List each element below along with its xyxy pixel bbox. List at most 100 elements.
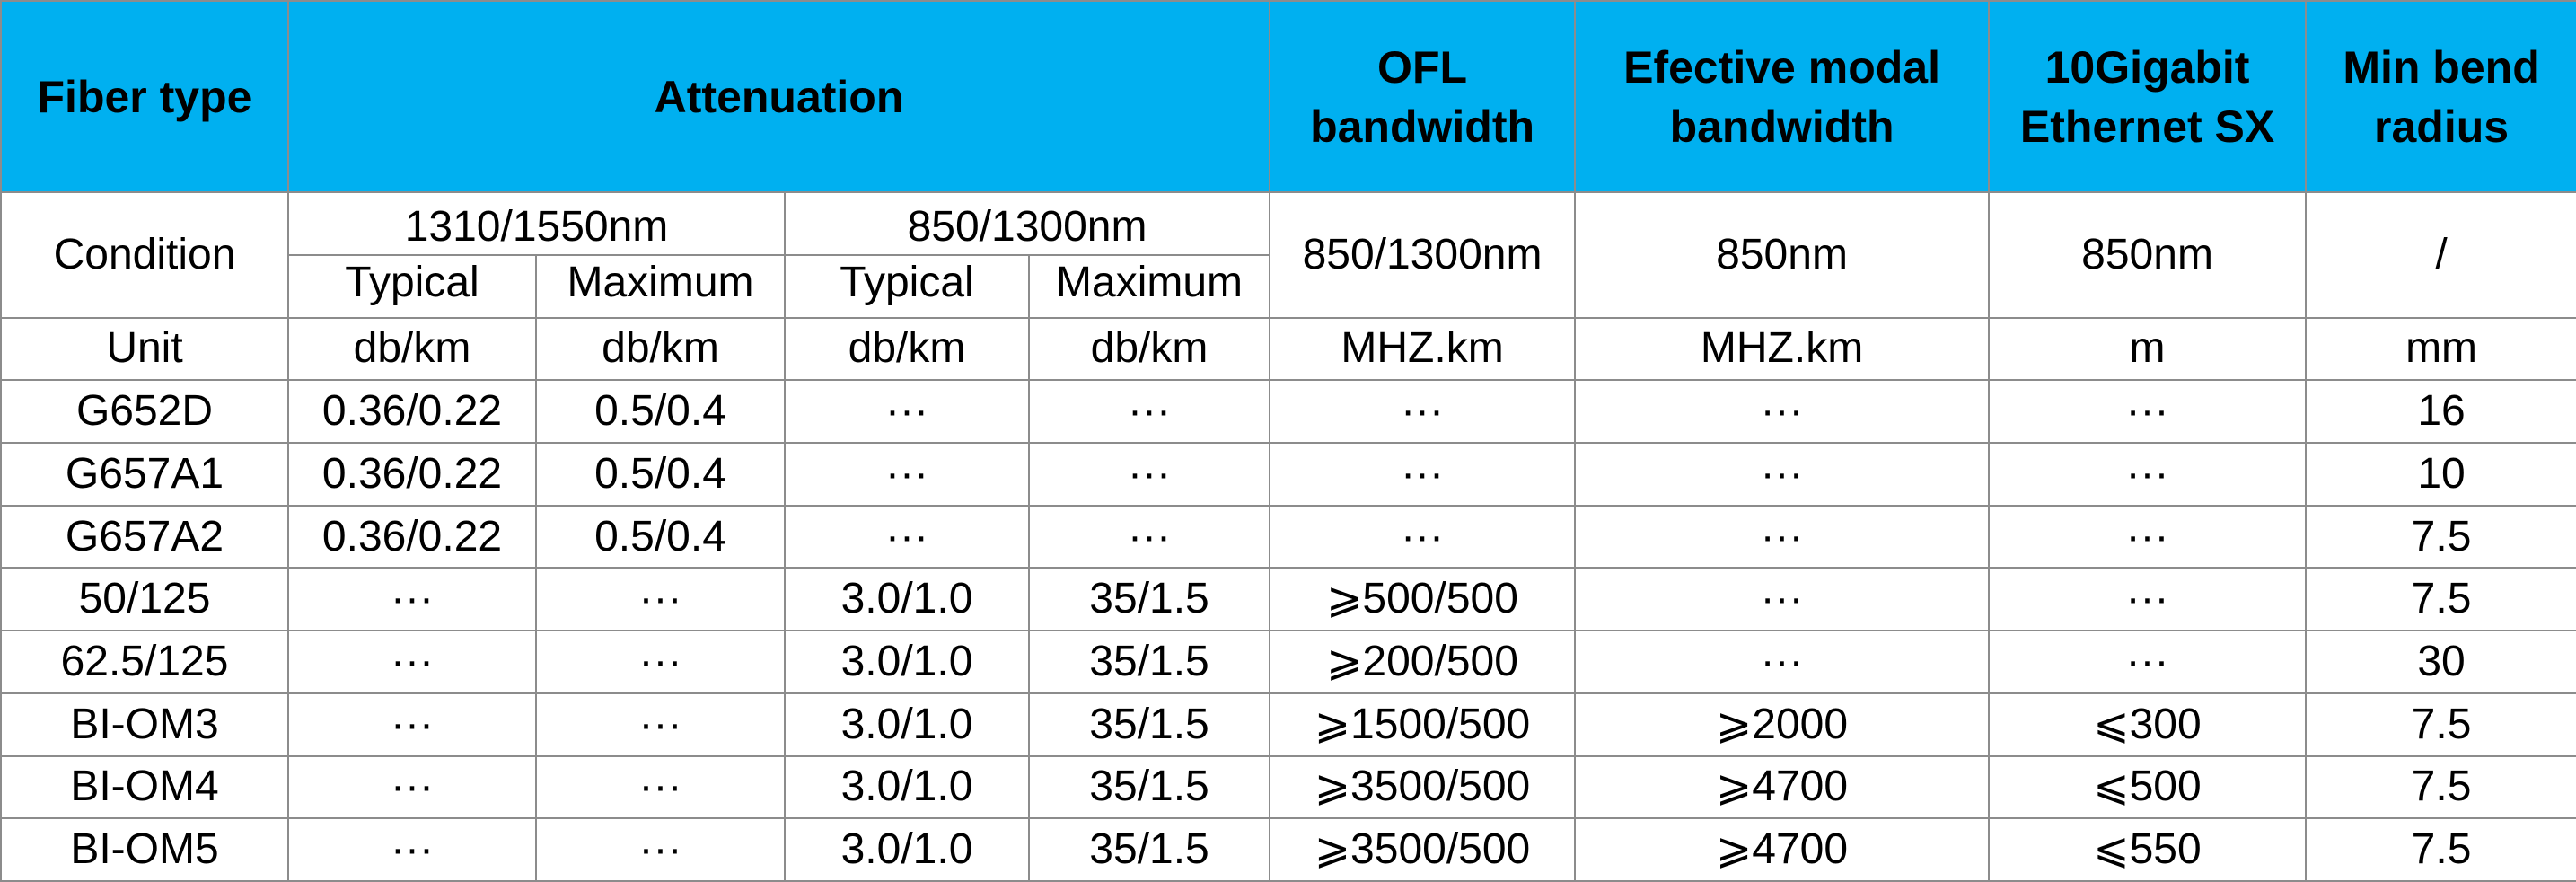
header-cell: Fiber type (0, 0, 289, 194)
table-row: Fiber type Attenuation OFL bandwidth Efecti… (0, 0, 2576, 194)
data-cell: ··· (1027, 379, 1271, 445)
data-cell: ··· (1574, 567, 1991, 632)
data-cell: 16 (2305, 379, 2576, 445)
condition-value: 850nm (1988, 191, 2308, 319)
data-cell: ··· (784, 442, 1030, 507)
wavelength-range: 1310/1550nm (287, 191, 786, 256)
data-cell: ··· (784, 504, 1030, 569)
table-row: Typical Maximum Typical Maximum (1, 253, 2576, 319)
data-cell: ··· (287, 567, 537, 632)
data-cell: ··· (1988, 567, 2308, 632)
unit-cell: db/km (535, 316, 786, 382)
data-cell: 3.0/1.0 (784, 817, 1030, 882)
fiber-name: BI-OM4 (0, 754, 289, 820)
fiber-name: 62.5/125 (0, 630, 289, 694)
data-cell: ··· (1027, 442, 1271, 507)
data-cell: 7.5 (2305, 692, 2576, 757)
data-cell: ··· (1988, 504, 2308, 569)
data-cell: 35/1.5 (1027, 630, 1271, 694)
sub-header: Maximum (1027, 253, 1271, 319)
data-cell: 0.5/0.4 (535, 504, 786, 569)
data-cell: ··· (535, 567, 786, 632)
unit-cell: mm (2305, 316, 2576, 382)
unit-cell: Unit (0, 316, 289, 382)
data-cell: 3.0/1.0 (784, 630, 1030, 694)
sub-header: Typical (784, 253, 1030, 319)
sub-header: Maximum (535, 253, 786, 319)
data-cell: ··· (287, 754, 537, 820)
data-cell: ··· (1027, 504, 1271, 569)
data-cell: ⩾500/500 (1269, 567, 1577, 632)
fiber-name: BI-OM5 (0, 817, 289, 882)
data-cell: ··· (1574, 379, 1991, 445)
data-cell: ··· (1269, 504, 1577, 569)
table-row: BI-OM4 ··· ··· 3.0/1.0 35/1.5 ⩾3500/500 ⩾4700 ⩽… (0, 754, 2576, 820)
data-cell: ⩾2000 (1574, 692, 1991, 757)
data-cell: 0.36/0.22 (287, 442, 537, 507)
header-cell: Efective modal bandwidth (1574, 0, 1991, 194)
wavelength-range: 850/1300nm (783, 191, 1271, 256)
header-cell: Attenuation (286, 0, 1271, 194)
fiber-name: G652D (0, 379, 289, 445)
unit-cell: MHZ.km (1269, 316, 1577, 382)
data-cell: ⩾4700 (1574, 817, 1991, 882)
unit-cell: db/km (287, 316, 537, 382)
data-cell: 35/1.5 (1027, 754, 1271, 820)
data-cell: 35/1.5 (1027, 692, 1271, 757)
unit-cell: m (1988, 316, 2308, 382)
table-row: 62.5/125 ··· ··· 3.0/1.0 35/1.5 ⩾200/500 ··· ··… (0, 630, 2576, 694)
data-cell: ⩽550 (1988, 817, 2308, 882)
data-cell: ··· (1988, 379, 2308, 445)
fiber-name: 50/125 (0, 567, 289, 632)
data-cell: 3.0/1.0 (784, 567, 1030, 632)
data-cell: 35/1.5 (1027, 567, 1271, 632)
data-cell: ··· (1574, 442, 1991, 507)
data-cell: 7.5 (2305, 567, 2576, 632)
data-cell: 3.0/1.0 (784, 754, 1030, 820)
table-row: BI-OM3 ··· ··· 3.0/1.0 35/1.5 ⩾1500/500 ⩾2000 ⩽… (0, 692, 2576, 757)
data-cell: ··· (1574, 504, 1991, 569)
data-cell: ··· (535, 817, 786, 882)
data-cell: ⩽500 (1988, 754, 2308, 820)
data-cell: ··· (287, 630, 537, 694)
data-cell: 3.0/1.0 (784, 692, 1030, 757)
condition-value: 850/1300nm (1269, 191, 1577, 319)
data-cell: 30 (2305, 630, 2576, 694)
data-cell: ⩾3500/500 (1269, 754, 1577, 820)
header-cell: 10Gigabit Ethernet SX (1988, 0, 2308, 194)
header-cell: OFL bandwidth (1269, 0, 1577, 194)
table-row: G657A1 0.36/0.22 0.5/0.4 ··· ··· ··· ··· ··· 10 (0, 442, 2576, 507)
table-row: Unit db/km db/km db/km db/km MHZ.km MHZ.km m mm (0, 316, 2576, 382)
condition-label: Condition (0, 191, 289, 319)
condition-value: 850nm (1574, 191, 1991, 319)
data-cell: 0.36/0.22 (287, 379, 537, 445)
data-cell: ··· (1988, 630, 2308, 694)
data-cell: ··· (1988, 442, 2308, 507)
data-cell: 10 (2305, 442, 2576, 507)
data-cell: ··· (1269, 379, 1577, 445)
data-cell: ··· (287, 692, 537, 757)
sub-header: Typical (287, 253, 537, 319)
data-cell: 0.5/0.4 (535, 379, 786, 445)
unit-cell: db/km (1027, 316, 1271, 382)
data-cell: 7.5 (2305, 817, 2576, 882)
header-cell: Min bend radius (2305, 0, 2576, 194)
table-row: Condition 1310/1550nm 850/1300nm 850/1300nm… (0, 191, 2576, 319)
data-cell: ⩽300 (1988, 692, 2308, 757)
data-cell: ··· (535, 692, 786, 757)
data-cell: 7.5 (2305, 754, 2576, 820)
data-cell: ⩾4700 (1574, 754, 1991, 820)
data-cell: 7.5 (2305, 504, 2576, 569)
data-cell: 0.36/0.22 (287, 504, 537, 569)
data-cell: ··· (784, 379, 1030, 445)
data-cell: ··· (1574, 630, 1991, 694)
data-cell: ··· (287, 817, 537, 882)
table-row: G652D 0.36/0.22 0.5/0.4 ··· ··· ··· ··· ··· 16 (0, 379, 2576, 445)
fiber-name: G657A2 (0, 504, 289, 569)
data-cell: ··· (535, 630, 786, 694)
table-row: BI-OM5 ··· ··· 3.0/1.0 35/1.5 ⩾3500/500 ⩾4700 ⩽… (0, 817, 2576, 882)
data-cell: 0.5/0.4 (535, 442, 786, 507)
fiber-name: BI-OM3 (0, 692, 289, 757)
